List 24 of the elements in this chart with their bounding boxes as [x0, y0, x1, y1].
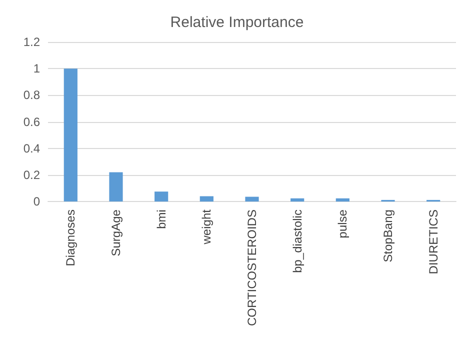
- y-tick-label: 0.6: [23, 114, 40, 129]
- bar: [64, 68, 78, 202]
- x-tick-label: StopBang: [381, 210, 395, 262]
- y-tick-label: 1.2: [23, 35, 40, 49]
- bar: [290, 198, 304, 202]
- y-tick-label: 0.2: [23, 168, 40, 182]
- chart-title: Relative Importance: [170, 14, 304, 31]
- y-tick-label: 0: [33, 194, 40, 209]
- bar: [154, 192, 168, 202]
- bar: [336, 198, 350, 202]
- y-tick-label: 0.4: [23, 141, 40, 156]
- x-tick-label: bp_diastolic: [290, 210, 304, 273]
- bar: [200, 196, 214, 202]
- x-tick-label: CORTICOSTEROIDS: [245, 210, 259, 326]
- y-tick-label: 1: [33, 62, 40, 76]
- bar: [245, 196, 259, 202]
- x-tick-label: weight: [200, 208, 214, 246]
- y-tick-label: 0.8: [23, 88, 40, 102]
- x-tick-label: bmi: [154, 210, 168, 229]
- bar: [109, 172, 123, 202]
- x-tick-label: SurgAge: [109, 209, 123, 256]
- x-tick-label: DIURETICS: [426, 210, 440, 274]
- x-tick-label: Diagnoses: [64, 210, 78, 266]
- x-tick-label: pulse: [336, 209, 350, 238]
